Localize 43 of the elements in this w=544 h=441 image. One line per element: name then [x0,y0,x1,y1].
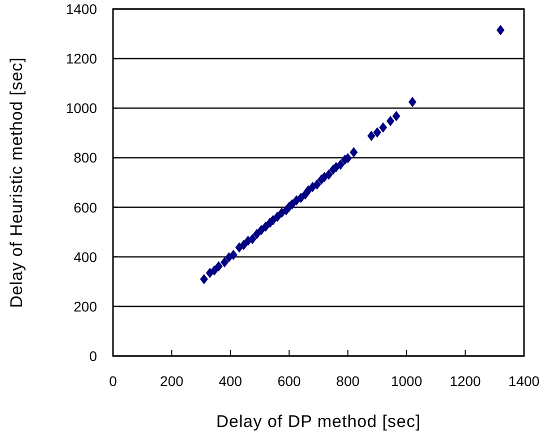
y-tick-label: 600 [74,199,98,216]
point [257,224,266,236]
x-tick-label: 1000 [390,373,422,389]
point [379,122,388,133]
x-tick-label: 600 [277,373,302,389]
y-tick-label: 0 [89,348,98,364]
point [210,265,218,276]
point [269,215,277,226]
y-tick-label: 200 [74,298,98,314]
point [392,110,400,122]
point [350,147,358,158]
point [496,24,504,36]
point [386,116,394,126]
y-tick-label: 1000 [66,100,98,116]
point [229,250,238,260]
point [288,199,296,210]
x-tick-label: 0 [109,373,118,389]
point [336,159,345,170]
point [252,228,261,240]
point [220,257,229,268]
point [313,179,322,190]
point [273,212,282,222]
y-tick-label: 800 [74,150,98,166]
y-tick-label: 1400 [66,1,98,17]
point [373,127,382,138]
y-axis-title: Delay of Heuristic method [sec] [7,57,26,308]
point [304,185,312,196]
x-tick-label: 1400 [508,373,540,389]
y-tick-label: 400 [74,248,98,265]
point [248,234,256,244]
x-tick-label: 800 [336,373,360,389]
point [214,261,223,272]
point [367,130,376,142]
point [324,169,333,180]
x-tick-label: 400 [218,373,242,389]
point [240,240,248,250]
point [408,96,416,108]
y-tick-label: 1200 [66,50,98,67]
x-tick-label: 1200 [450,373,482,389]
point [200,274,208,284]
x-tick-label: 200 [160,373,184,389]
point [262,221,270,232]
x-axis-title: Delay of DP method [sec] [216,412,421,431]
